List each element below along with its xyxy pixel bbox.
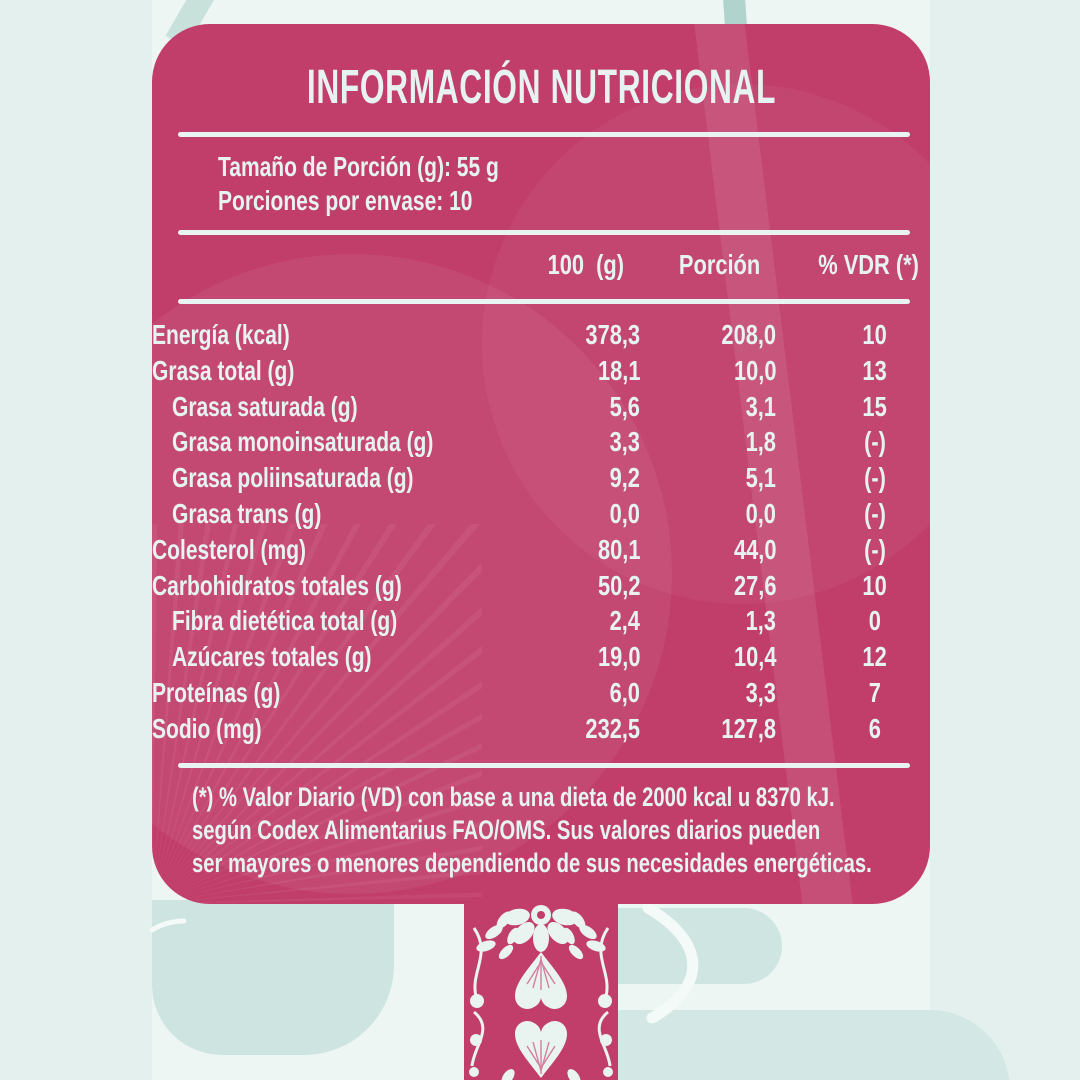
footnote-line: ser mayores o menores dependiendo de sus… [192,847,872,878]
value-portion: 3,3 [745,676,776,708]
table-row: Grasa saturada (g) 5,6 3,1 15 [152,389,930,425]
value-100g: 2,4 [609,605,640,637]
value-portion: 44,0 [733,533,776,565]
column-header-vdr: % VDR (*) [818,249,919,280]
footnote: (*) % Valor Diario (VD) con base a una d… [192,781,906,880]
value-portion: 5,1 [745,462,776,494]
table-row: Colesterol (mg) 80,1 44,0 (-) [152,532,930,568]
value-vdr: 10 [862,569,888,601]
value-vdr: 15 [862,390,888,422]
row-label: Grasa poliinsaturada (g) [172,462,414,494]
value-vdr: 13 [862,354,888,386]
footnote-line: (*) % Valor Diario (VD) con base a una d… [192,781,835,812]
folk-pattern-strip [464,904,618,1080]
value-100g: 5,6 [609,390,640,422]
table-row: Grasa trans (g) 0,0 0,0 (-) [152,496,930,532]
row-label: Grasa total (g) [152,354,295,386]
value-portion: 127,8 [721,712,776,744]
value-vdr: (-) [864,497,886,529]
column-header-100g: 100 (g) [547,249,624,280]
value-portion: 27,6 [733,569,776,601]
value-100g: 0,0 [609,497,640,529]
value-portion: 10,0 [733,354,776,386]
decor-leaf-blob-left [152,900,394,1055]
row-label: Grasa monoinsaturada (g) [172,426,434,458]
footnote-line: según Codex Alimentarius FAO/OMS. Sus va… [192,814,821,845]
table-row: Fibra dietética total (g) 2,4 1,3 0 [152,603,930,639]
header-spacer [218,248,474,282]
value-portion: 3,1 [745,390,776,422]
value-100g: 3,3 [609,426,640,458]
divider [178,299,910,304]
table-row: Carbohidratos totales (g) 50,2 27,6 10 [152,568,930,604]
value-vdr: 6 [868,712,882,744]
value-portion: 1,8 [745,426,776,458]
value-100g: 19,0 [597,641,640,673]
table-row: Grasa total (g) 18,1 10,0 13 [152,353,930,389]
value-portion: 10,4 [733,641,776,673]
table-row: Proteínas (g) 6,0 3,3 7 [152,675,930,711]
row-label: Energía (kcal) [152,319,290,350]
serving-size-line: Tamaño de Porción (g): 55 g [218,151,499,182]
row-label: Proteínas (g) [152,676,281,708]
value-100g: 6,0 [609,676,640,708]
table-header: 100 (g) Porción % VDR (*) [152,248,930,282]
value-vdr: (-) [864,533,886,565]
value-vdr: 10 [862,319,888,350]
divider [178,762,910,768]
row-label: Sodio (mg) [152,712,262,744]
row-label: Azúcares totales (g) [172,641,372,673]
table-row: Grasa monoinsaturada (g) 3,3 1,8 (-) [152,424,930,460]
value-vdr: 12 [862,641,888,673]
row-label: Carbohidratos totales (g) [152,569,402,601]
nutrition-panel: INFORMACIÓN NUTRICIONAL Tamaño de Porció… [152,24,930,904]
table-row: Energía (kcal) 378,3 208,0 10 [152,317,930,353]
servings-per-pack-line: Porciones por envase: 10 [218,185,473,216]
divider [178,230,910,235]
value-vdr: 7 [868,676,882,708]
value-100g: 50,2 [597,569,640,601]
value-100g: 378,3 [585,319,640,350]
row-label: Fibra dietética total (g) [172,605,398,637]
table-row: Grasa poliinsaturada (g) 9,2 5,1 (-) [152,460,930,496]
panel-title: INFORMACIÓN NUTRICIONAL [152,64,930,112]
table-row: Azúcares totales (g) 19,0 10,4 12 [152,639,930,675]
value-vdr: (-) [864,426,886,458]
divider [178,132,910,137]
value-100g: 9,2 [609,462,640,494]
value-100g: 80,1 [597,533,640,565]
table-row: Sodio (mg) 232,5 127,8 6 [152,711,930,747]
panel-title-text: INFORMACIÓN NUTRICIONAL [306,61,776,114]
value-portion: 208,0 [721,319,776,350]
column-header-portion: Porción [678,249,760,280]
value-100g: 18,1 [597,354,640,386]
row-label: Colesterol (mg) [152,533,307,565]
nutrition-rows: Energía (kcal) 378,3 208,0 10 Grasa total (g… [152,317,930,747]
value-portion: 1,3 [745,605,776,637]
serving-info: Tamaño de Porción (g): 55 g Porciones po… [218,150,930,218]
decor-leaf-blob-bottom-right [618,1010,1010,1080]
row-label: Grasa trans (g) [172,497,322,529]
value-100g: 232,5 [585,712,640,744]
value-portion: 0,0 [745,497,776,529]
value-vdr: (-) [864,462,886,494]
row-label: Grasa saturada (g) [172,390,358,422]
value-vdr: 0 [868,605,882,637]
